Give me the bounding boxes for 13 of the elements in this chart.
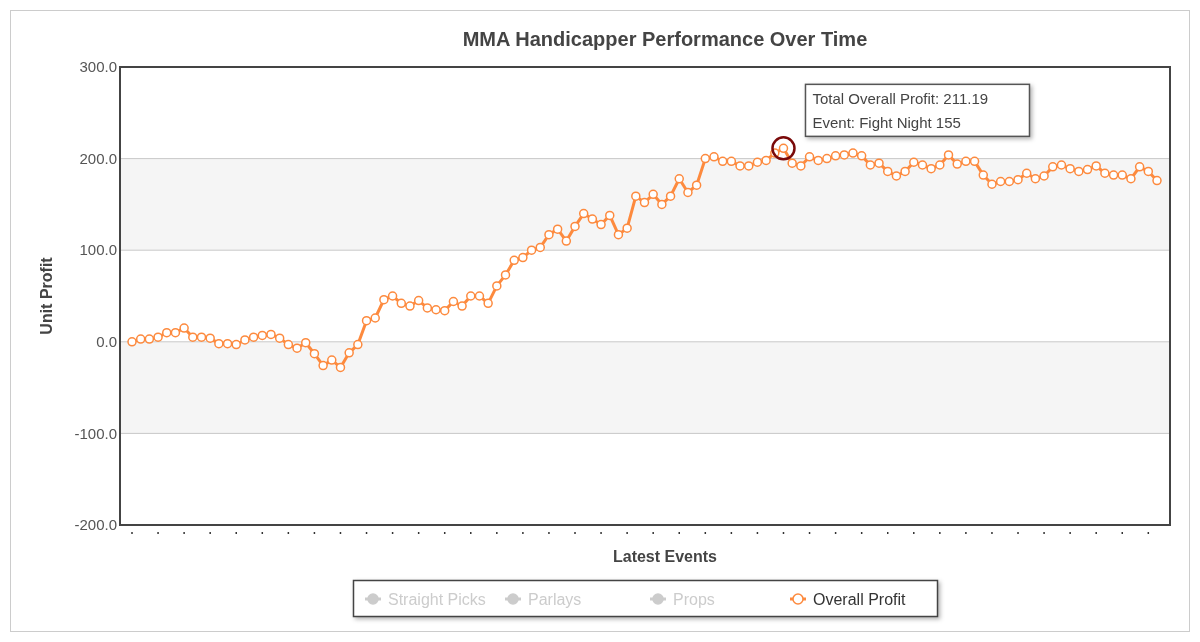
y-axis-title: Unit Profit: [38, 256, 55, 335]
annotation: Event: Fight Night 155: [812, 114, 961, 132]
tooltip-box: Total Overall Profit: 211.19 Event: Fight Night 155: [804, 83, 1031, 138]
annotation: Total Overall Profit: 211.19: [812, 90, 989, 108]
y-tick-label: -200.0: [74, 516, 117, 534]
y-tick-label: 100.0: [79, 241, 117, 259]
x-axis-title: Latest Events: [612, 548, 718, 565]
y-tick-label: 0.0: [96, 333, 117, 351]
y-tick-label: -100.0: [74, 424, 117, 442]
y-tick-label: 300.0: [79, 58, 117, 76]
legend-label: Overall Profit: [813, 590, 907, 608]
y-tick-label: 200.0: [79, 149, 117, 167]
chart-title: MMA Handicapper Performance Over Time: [462, 28, 868, 50]
